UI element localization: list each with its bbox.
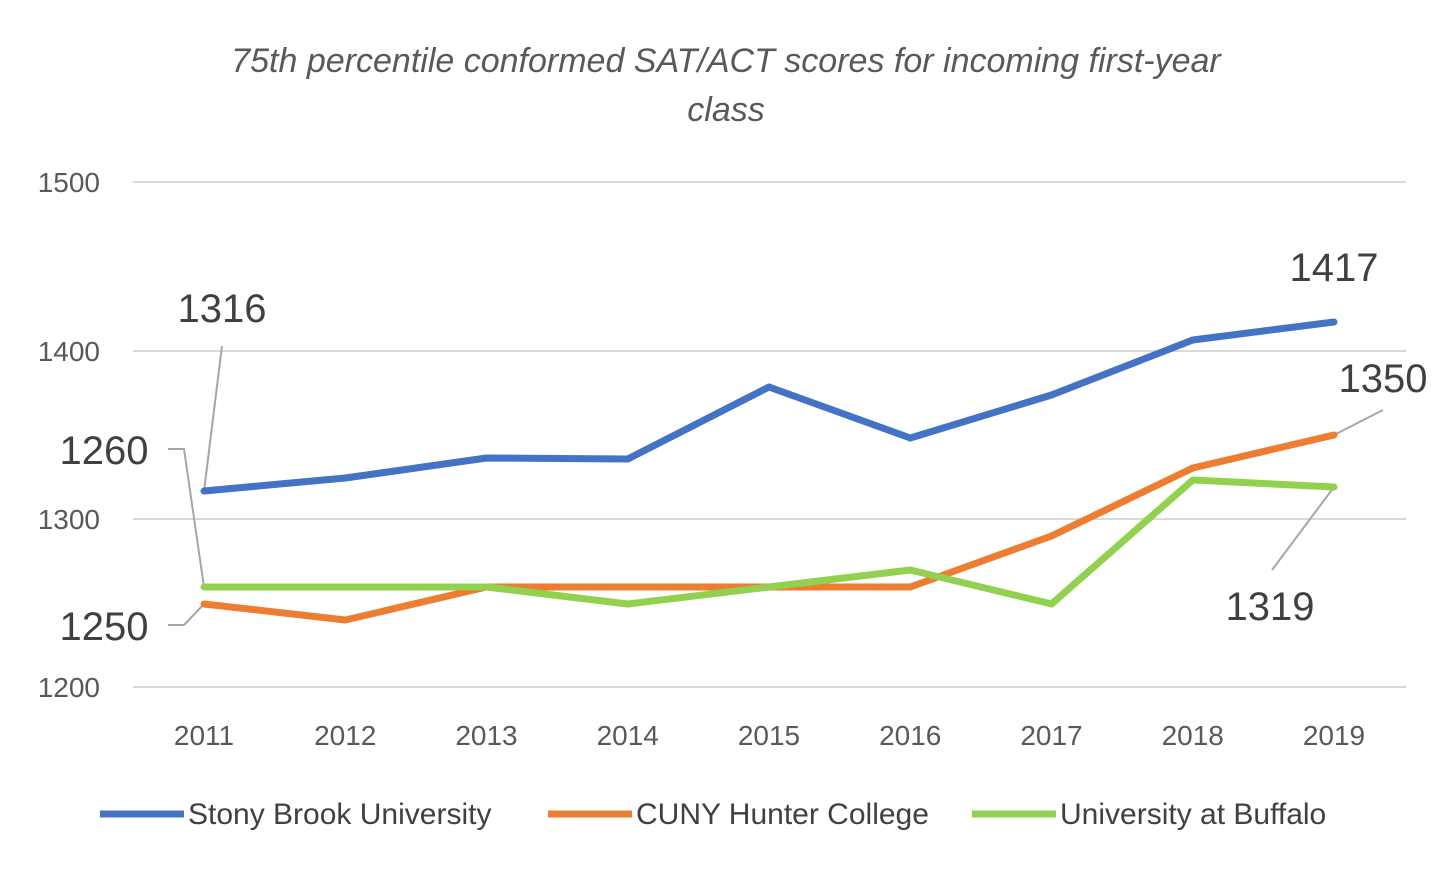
x-tick-label: 2019 bbox=[1303, 720, 1365, 751]
data-label: 1350 bbox=[1339, 357, 1428, 401]
data-label: 1260 bbox=[60, 429, 149, 473]
data-label-leaders bbox=[168, 345, 1384, 626]
data-point bbox=[624, 583, 632, 591]
data-point bbox=[765, 583, 773, 591]
data-point bbox=[341, 616, 349, 624]
gridlines bbox=[133, 181, 1406, 688]
data-label-leader bbox=[1271, 486, 1335, 571]
data-label-leader bbox=[203, 345, 223, 492]
data-point bbox=[906, 566, 914, 574]
data-point bbox=[1330, 483, 1338, 491]
data-labels: 1316 1417 1250 1350 1260 1319 bbox=[60, 246, 1428, 649]
data-point bbox=[341, 583, 349, 591]
data-label-leader bbox=[168, 603, 205, 626]
data-point bbox=[1330, 431, 1338, 439]
x-tick-label: 2013 bbox=[455, 720, 517, 751]
data-point bbox=[1189, 336, 1197, 344]
x-tick-label: 2016 bbox=[879, 720, 941, 751]
data-point bbox=[1048, 600, 1055, 608]
series-line-1 bbox=[203, 431, 1335, 624]
data-point bbox=[200, 487, 208, 495]
data-point bbox=[483, 583, 490, 591]
data-point bbox=[1189, 476, 1197, 484]
data-point bbox=[906, 434, 914, 442]
data-point bbox=[1048, 391, 1055, 399]
data-point bbox=[200, 583, 208, 591]
x-tick-label: 2017 bbox=[1020, 720, 1082, 751]
legend-label: CUNY Hunter College bbox=[636, 798, 929, 831]
data-label: 1250 bbox=[60, 605, 149, 649]
data-label: 1417 bbox=[1290, 246, 1379, 290]
legend-label: University at Buffalo bbox=[1060, 798, 1326, 831]
x-tick-label: 2012 bbox=[314, 720, 376, 751]
series-line-0 bbox=[203, 318, 1335, 495]
data-point bbox=[1189, 464, 1197, 472]
data-point bbox=[765, 383, 773, 391]
data-point bbox=[341, 474, 349, 482]
chart-title: 75th percentile conformed SAT/ACT scores… bbox=[231, 42, 1222, 129]
data-point bbox=[200, 600, 208, 608]
chart-title-line-1: 75th percentile conformed SAT/ACT scores… bbox=[231, 42, 1222, 80]
x-tick-label: 2014 bbox=[597, 720, 659, 751]
data-label-leader bbox=[168, 448, 205, 588]
legend-label: Stony Brook University bbox=[188, 798, 491, 831]
data-label-leader bbox=[1333, 409, 1384, 436]
y-tick-label: 1300 bbox=[38, 504, 100, 535]
x-axis-tick-labels: 2011 2012 2013 2014 2015 2016 2017 2018 2019 bbox=[174, 720, 1365, 751]
y-axis-tick-labels: 1500 1400 1300 1200 bbox=[38, 167, 100, 703]
data-label: 1319 bbox=[1226, 585, 1315, 629]
data-point bbox=[483, 454, 490, 462]
data-point bbox=[1330, 318, 1338, 326]
y-tick-label: 1500 bbox=[38, 167, 100, 198]
data-point bbox=[624, 455, 632, 463]
y-tick-label: 1400 bbox=[38, 336, 100, 367]
y-tick-label: 1200 bbox=[38, 672, 100, 703]
data-point bbox=[1048, 532, 1055, 540]
data-point bbox=[906, 583, 914, 591]
x-tick-label: 2018 bbox=[1162, 720, 1224, 751]
series-lines bbox=[200, 318, 1338, 624]
data-label: 1316 bbox=[178, 287, 267, 331]
x-tick-label: 2011 bbox=[174, 720, 234, 751]
chart-title-line-2: class bbox=[687, 91, 764, 129]
legend: Stony Brook University CUNY Hunter Colleg… bbox=[100, 798, 1326, 831]
data-point bbox=[624, 600, 632, 608]
x-tick-label: 2015 bbox=[738, 720, 800, 751]
